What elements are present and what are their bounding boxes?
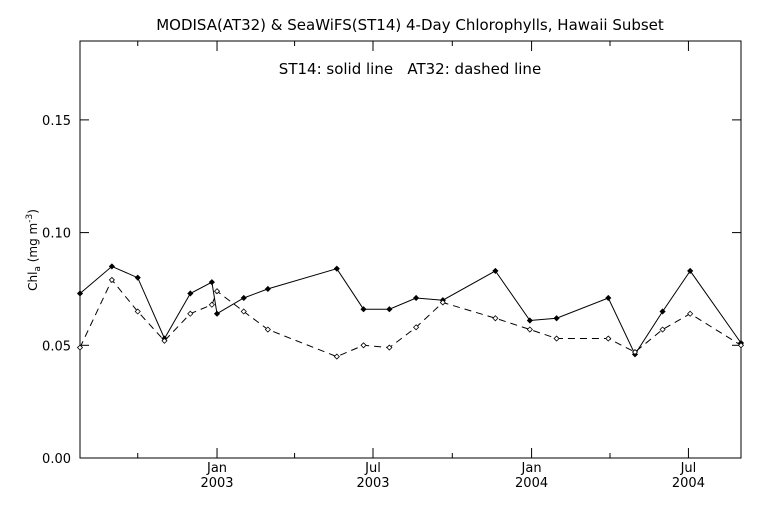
y-tick-label: 0.15 <box>42 114 71 129</box>
data-point-at32 <box>187 310 194 317</box>
y-axis-label-subscript: a <box>33 266 43 272</box>
y-axis-label-unit: (mg m <box>26 223 40 266</box>
data-point-at32 <box>413 324 420 331</box>
data-point-at32 <box>161 337 168 344</box>
data-point-at32 <box>659 326 666 333</box>
data-point-st14 <box>553 315 560 322</box>
y-axis-label: Chla (mg m-3) <box>25 209 43 291</box>
data-point-st14 <box>208 279 215 286</box>
data-point-st14 <box>264 285 271 293</box>
legend-annotation: ST14: solid line AT32: dashed line <box>279 60 541 78</box>
data-point-at32 <box>605 335 612 342</box>
data-point-st14 <box>108 263 115 270</box>
series-line-st14 <box>79 265 742 356</box>
plot-frame <box>79 40 742 459</box>
data-point-at32 <box>360 342 367 349</box>
data-point-at32 <box>631 348 639 356</box>
data-point-at32 <box>737 342 745 349</box>
data-point-at32 <box>333 353 340 360</box>
y-tick-label: 0.00 <box>42 452 71 467</box>
data-point-at32 <box>386 344 393 351</box>
data-point-st14 <box>492 267 499 274</box>
y-axis-label-superscript: -3 <box>25 214 35 223</box>
data-point-at32 <box>76 344 84 351</box>
y-axis-label-base: Chl <box>26 272 40 291</box>
data-point-at32 <box>240 308 247 315</box>
chart-title: MODISA(AT32) & SeaWiFS(ST14) 4-Day Chlor… <box>156 16 664 34</box>
y-tick-label: 0.05 <box>42 339 71 354</box>
data-point-at32 <box>439 299 446 306</box>
data-point-st14 <box>413 294 420 302</box>
data-point-st14 <box>213 310 221 317</box>
data-point-at32 <box>213 288 221 295</box>
data-point-st14 <box>526 317 533 324</box>
data-point-at32 <box>134 308 141 315</box>
data-point-st14 <box>386 306 393 313</box>
data-point-st14 <box>187 290 194 297</box>
data-point-st14 <box>240 294 247 302</box>
x-tick-year-label: 2003 <box>200 476 233 491</box>
data-point-st14 <box>76 290 84 297</box>
data-point-st14 <box>134 274 141 281</box>
y-axis-label-close: ) <box>26 209 40 214</box>
data-point-st14 <box>687 267 694 274</box>
data-point-st14 <box>659 308 666 315</box>
data-point-at32 <box>526 326 533 333</box>
x-tick-month-label: Jul <box>680 461 697 476</box>
data-point-at32 <box>108 276 115 283</box>
data-point-st14 <box>333 265 340 272</box>
x-tick-year-label: 2003 <box>356 476 389 491</box>
x-tick-year-label: 2004 <box>672 476 705 491</box>
series-line-at32 <box>79 278 742 358</box>
data-point-at32 <box>264 326 271 333</box>
data-point-at32 <box>553 335 560 342</box>
data-point-at32 <box>687 310 694 317</box>
x-tick-month-label: Jul <box>364 461 381 476</box>
series-layer <box>76 263 745 360</box>
data-point-at32 <box>492 315 499 322</box>
x-tick-month-label: Jan <box>206 461 227 476</box>
x-tick-month-label: Jan <box>521 461 542 476</box>
data-point-st14 <box>360 306 367 313</box>
axes-layer: 0.000.050.100.15Jan2003Jul2003Jan2004Jul… <box>42 41 741 491</box>
x-tick-year-label: 2004 <box>515 476 548 491</box>
data-point-at32 <box>208 301 215 308</box>
y-tick-label: 0.10 <box>42 227 71 242</box>
data-point-st14 <box>605 294 612 302</box>
